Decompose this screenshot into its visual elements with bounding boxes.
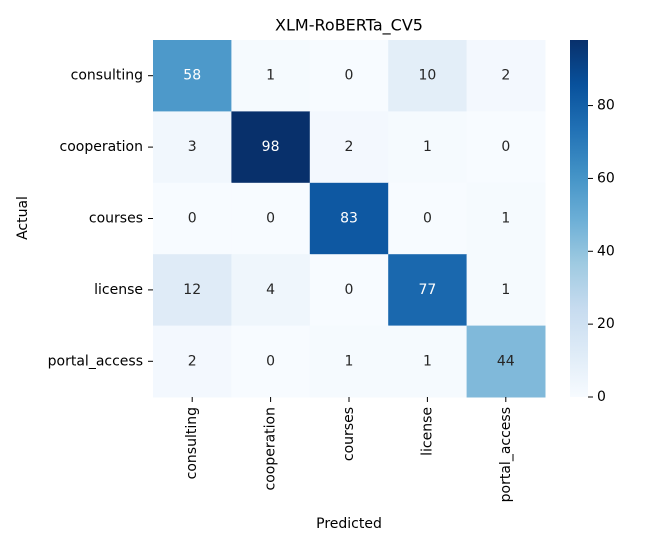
cell-label: 1	[345, 353, 354, 369]
heatmap-cell	[466, 182, 546, 255]
cell-label: 1	[266, 68, 275, 84]
x-tick-label: consulting	[184, 407, 200, 479]
cell-label: 0	[266, 211, 275, 227]
heatmap-cell	[231, 111, 311, 184]
cell-label: 98	[262, 139, 280, 155]
cell-label: 2	[188, 353, 197, 369]
heatmap-cell	[309, 40, 389, 112]
heatmap-cell	[466, 40, 546, 112]
y-tick-label: consulting	[71, 68, 143, 84]
colorbar-tick-label: 0	[597, 389, 606, 405]
heatmap-cell	[388, 325, 468, 398]
cell-label: 2	[345, 139, 354, 155]
heatmap-cell	[153, 182, 232, 255]
heatmap-cell	[466, 254, 546, 327]
y-tick-label: license	[94, 282, 143, 298]
heatmap-cell	[153, 40, 232, 112]
y-tick-label: portal_access	[48, 353, 143, 369]
x-tick-label: cooperation	[263, 407, 279, 490]
cell-label: 0	[188, 211, 197, 227]
heatmap-cell	[153, 325, 232, 398]
heatmap-cell	[153, 254, 232, 327]
cell-label: 12	[183, 282, 201, 298]
cell-label: 0	[501, 139, 510, 155]
heatmap-cell	[231, 325, 311, 398]
colorbar	[570, 40, 588, 397]
cell-label: 0	[266, 353, 275, 369]
y-axis-label: Actual	[15, 196, 31, 240]
heatmap-cell	[388, 111, 468, 184]
x-tick-label: courses	[341, 407, 357, 461]
cell-label: 2	[501, 68, 510, 84]
x-tick-label: license	[419, 407, 435, 456]
heatmap-cell	[388, 254, 468, 327]
cell-label: 10	[418, 68, 436, 84]
cell-label: 0	[423, 211, 432, 227]
heatmap-cell	[388, 40, 468, 112]
heatmap-cell	[231, 182, 311, 255]
cell-label: 83	[340, 211, 358, 227]
heatmap-cell	[466, 111, 546, 184]
colorbar-tick-label: 60	[597, 170, 615, 186]
cell-label: 1	[501, 282, 510, 298]
heatmap-cell	[309, 325, 389, 398]
cell-label: 4	[266, 282, 275, 298]
colorbar-tick-label: 80	[597, 98, 615, 114]
cell-label: 58	[183, 68, 201, 84]
cell-label: 77	[418, 282, 436, 298]
chart-title: XLM-RoBERTa_CV5	[275, 16, 423, 36]
heatmap-cell	[153, 111, 232, 184]
heatmap-cell	[231, 254, 311, 327]
cell-label: 3	[188, 139, 197, 155]
colorbar-tick-label: 20	[597, 316, 615, 332]
heatmap-cell	[309, 182, 389, 255]
heatmap-cell	[466, 325, 546, 398]
cell-label: 1	[423, 139, 432, 155]
cell-label: 44	[497, 353, 515, 369]
x-tick-label: portal_access	[498, 407, 514, 502]
colorbar-tick-label: 40	[597, 243, 615, 259]
cell-label: 0	[345, 68, 354, 84]
y-tick-label: courses	[89, 211, 143, 227]
heatmap-cell	[309, 254, 389, 327]
heatmap-cell	[388, 182, 468, 255]
cell-label: 1	[501, 211, 510, 227]
heatmap-cell	[309, 111, 389, 184]
y-tick-label: cooperation	[60, 139, 143, 155]
cell-label: 0	[345, 282, 354, 298]
x-axis-label: Predicted	[316, 516, 382, 532]
cell-label: 1	[423, 353, 432, 369]
heatmap-cell	[231, 40, 311, 112]
